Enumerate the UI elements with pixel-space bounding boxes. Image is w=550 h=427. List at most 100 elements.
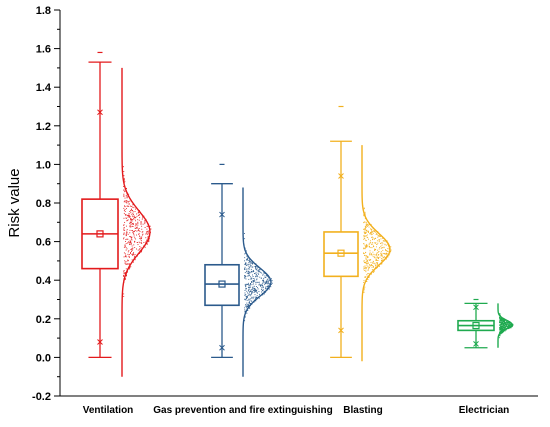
- data-point: [125, 243, 127, 245]
- data-point: [374, 262, 376, 264]
- data-point: [261, 291, 262, 293]
- data-point: [265, 286, 266, 288]
- data-point: [123, 279, 125, 281]
- data-point: [139, 235, 141, 237]
- data-point: [128, 266, 130, 268]
- data-point: [375, 242, 377, 244]
- data-point: [123, 276, 125, 277]
- data-point: [387, 243, 389, 245]
- data-point: [249, 261, 250, 263]
- data-point: [503, 319, 505, 321]
- data-point: [505, 326, 506, 327]
- data-point: [373, 231, 375, 232]
- data-point: [500, 325, 502, 327]
- data-point: [136, 224, 138, 226]
- data-point: [499, 313, 501, 315]
- data-point: [511, 325, 512, 327]
- data-point: [366, 267, 368, 268]
- data-point: [245, 297, 247, 299]
- data-point: [129, 221, 131, 223]
- data-point: [261, 287, 263, 289]
- data-point: [248, 294, 249, 296]
- data-point: [500, 332, 502, 334]
- data-point: [366, 263, 368, 265]
- data-point: [377, 249, 379, 251]
- data-point: [245, 310, 247, 312]
- data-point: [261, 283, 263, 285]
- data-point: [500, 323, 502, 325]
- data-point: [127, 253, 129, 255]
- data-point: [136, 227, 138, 229]
- percentile-marker: [219, 211, 225, 218]
- data-point: [365, 240, 367, 242]
- data-point: [123, 226, 125, 228]
- data-point: [125, 188, 127, 190]
- data-point: [248, 302, 250, 304]
- data-point: [138, 213, 140, 215]
- data-point: [246, 290, 248, 292]
- data-point: [124, 200, 126, 202]
- data-point: [249, 291, 250, 293]
- data-point: [138, 227, 140, 229]
- data-point: [500, 321, 502, 323]
- data-point: [133, 218, 135, 220]
- data-point: [365, 261, 367, 263]
- data-point: [251, 263, 253, 264]
- data-point: [367, 230, 369, 232]
- data-point: [500, 320, 502, 322]
- data-point: [254, 291, 256, 292]
- data-point: [244, 275, 246, 277]
- data-point: [378, 251, 379, 253]
- data-point: [372, 246, 374, 248]
- data-point: [132, 224, 134, 225]
- data-point: [249, 305, 251, 307]
- data-point: [258, 297, 260, 299]
- data-point: [266, 289, 268, 291]
- data-point: [257, 266, 259, 268]
- data-point: [502, 324, 504, 326]
- data-point: [256, 287, 258, 289]
- data-point: [366, 230, 368, 232]
- data-point: [138, 211, 140, 213]
- data-point: [390, 249, 392, 251]
- data-point: [123, 224, 124, 226]
- data-point: [254, 266, 256, 267]
- data-point: [251, 262, 253, 264]
- data-point: [127, 196, 129, 198]
- data-point: [247, 275, 249, 277]
- data-point: [249, 307, 251, 309]
- data-point: [137, 212, 139, 214]
- data-point: [244, 247, 245, 249]
- data-point: [499, 320, 501, 322]
- data-point: [369, 250, 371, 252]
- data-point: [259, 285, 261, 286]
- data-point: [252, 298, 254, 300]
- data-point: [373, 238, 375, 240]
- data-point: [365, 223, 367, 225]
- data-point: [134, 255, 135, 257]
- data-point: [378, 264, 380, 265]
- data-point: [507, 326, 509, 327]
- data-point: [365, 222, 367, 223]
- data-point: [132, 253, 134, 255]
- data-point: [376, 257, 378, 258]
- data-point: [250, 303, 251, 305]
- data-point: [249, 295, 251, 297]
- percentile-marker: [219, 344, 225, 351]
- data-point: [256, 292, 258, 294]
- data-point: [499, 316, 501, 318]
- data-point: [364, 255, 366, 257]
- data-point: [270, 284, 272, 285]
- data-point: [244, 249, 246, 251]
- data-point: [377, 234, 379, 236]
- data-point: [246, 299, 248, 301]
- data-point: [128, 264, 130, 266]
- data-point: [499, 321, 501, 323]
- data-point: [135, 208, 136, 210]
- data-point: [123, 281, 125, 283]
- data-point: [264, 276, 266, 278]
- data-point: [369, 259, 371, 261]
- data-point: [146, 239, 147, 241]
- box: [323, 231, 359, 278]
- data-point: [255, 266, 257, 268]
